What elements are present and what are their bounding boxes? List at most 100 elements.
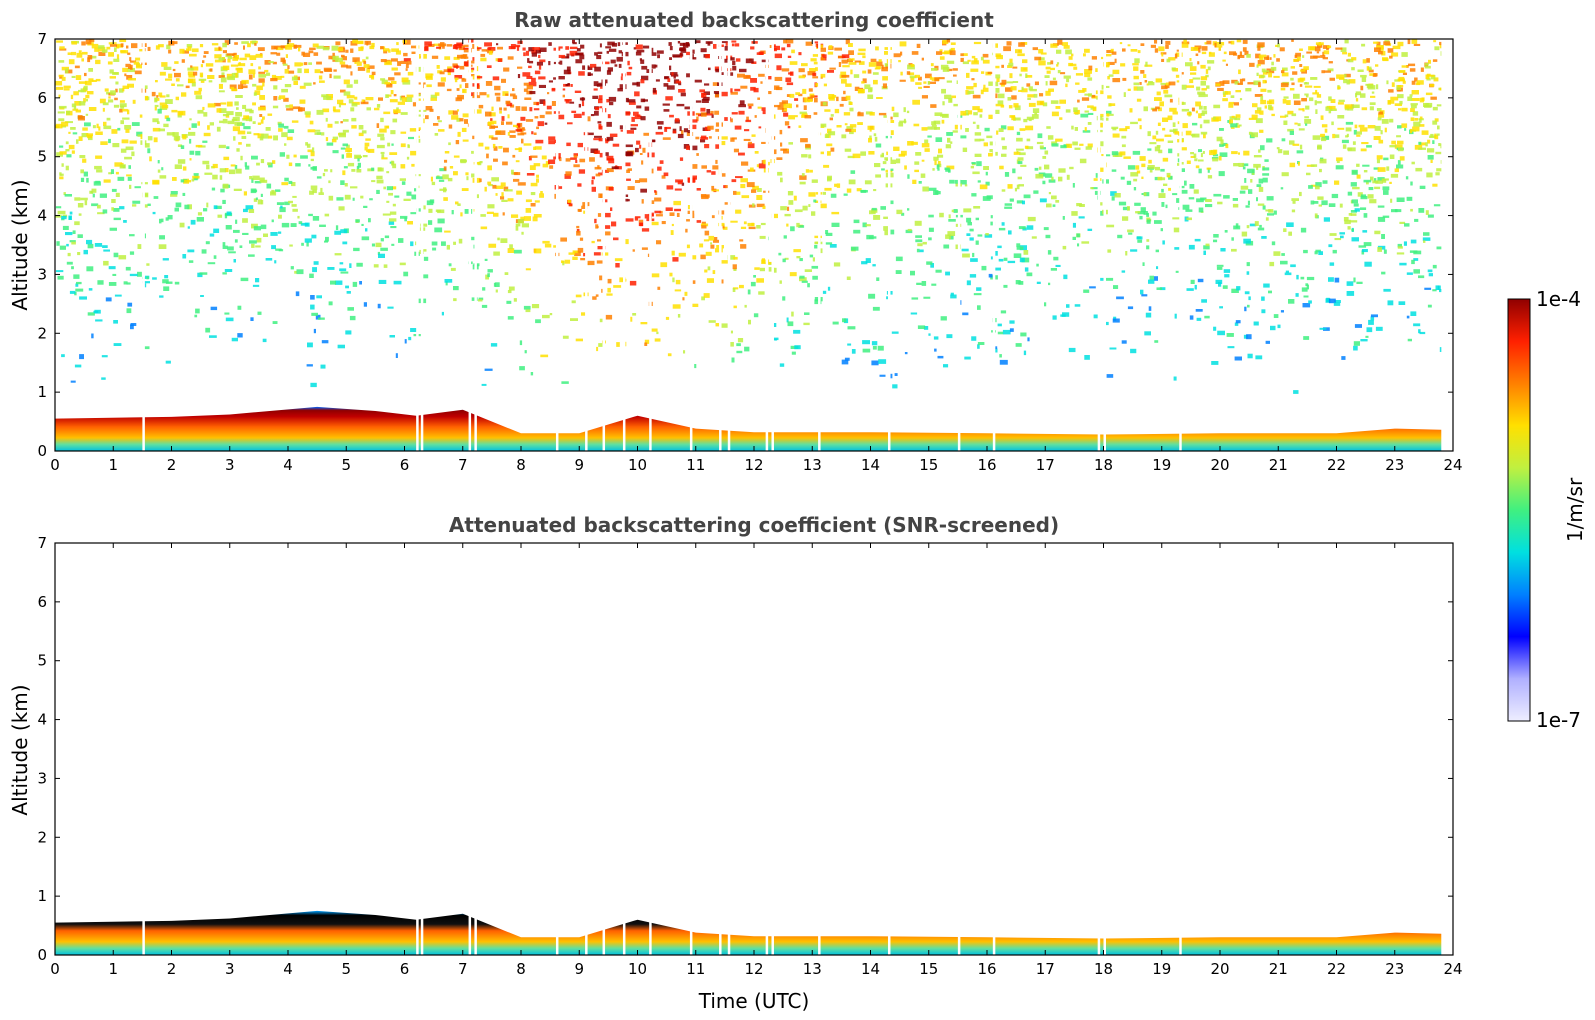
noise-cell (103, 125, 112, 130)
noise-cell (256, 85, 263, 91)
noise-cell (1377, 117, 1382, 121)
noise-cell (325, 117, 328, 122)
noise-cell (549, 313, 553, 316)
noise-cell (724, 117, 732, 121)
noise-cell (752, 203, 755, 207)
noise-cell (786, 43, 791, 48)
noise-cell (88, 107, 97, 111)
noise-cell (486, 65, 492, 68)
noise-cell (98, 126, 101, 131)
noise-cell (1198, 207, 1204, 213)
noise-cell (1026, 138, 1031, 142)
noise-cell (1009, 58, 1013, 63)
noise-cell (1055, 264, 1061, 267)
noise-cell (752, 185, 759, 190)
noise-cell (1084, 110, 1089, 113)
noise-cell (1166, 172, 1171, 178)
noise-cell (576, 52, 584, 56)
noise-cell (117, 127, 121, 131)
noise-cell (1106, 50, 1114, 53)
noise-cell (661, 221, 666, 225)
noise-cell (452, 63, 458, 68)
noise-cell (1296, 56, 1301, 61)
noise-cell (1084, 127, 1087, 132)
noise-cell (565, 84, 569, 87)
noise-cell (260, 119, 264, 124)
noise-cell (946, 68, 953, 72)
noise-cell (1141, 176, 1144, 179)
noise-cell (187, 226, 190, 229)
noise-cell (901, 150, 907, 156)
noise-cell (534, 116, 539, 119)
noise-cell (1261, 296, 1265, 301)
noise-cell (490, 125, 498, 128)
noise-cell (371, 71, 376, 76)
noise-cell (209, 68, 213, 72)
noise-cell (412, 102, 417, 107)
noise-cell (83, 85, 88, 91)
noise-cell (874, 136, 878, 142)
noise-cell (357, 158, 360, 162)
noise-cell (1394, 144, 1403, 149)
noise-cell (1299, 144, 1303, 150)
noise-cell (1069, 63, 1077, 67)
noise-cell (921, 127, 928, 131)
noise-cell (581, 101, 585, 107)
noise-cell (1234, 118, 1241, 121)
noise-cell (487, 269, 493, 273)
noise-cell (861, 81, 865, 84)
noise-cell (1224, 274, 1230, 278)
noise-cell (1194, 158, 1198, 162)
noise-cell (284, 143, 287, 146)
noise-cell (207, 262, 216, 265)
noise-cell (598, 125, 603, 130)
noise-cell (1262, 167, 1270, 171)
noise-cell (1382, 215, 1390, 218)
noise-cell (1188, 244, 1195, 250)
noise-cell (786, 148, 789, 151)
noise-cell (889, 116, 893, 120)
noise-cell (663, 109, 670, 112)
noise-cell (311, 234, 317, 239)
noise-cell (1270, 325, 1276, 331)
noise-cell (453, 155, 460, 158)
noise-cell (191, 123, 197, 128)
noise-cell (528, 156, 532, 161)
noise-cell (1342, 52, 1347, 55)
noise-cell (1130, 348, 1137, 354)
noise-cell (605, 46, 612, 49)
noise-cell (828, 131, 836, 136)
noise-cell (675, 279, 681, 285)
noise-cell (122, 67, 128, 73)
noise-cell (1435, 151, 1442, 155)
noise-cell (701, 296, 705, 301)
noise-cell (120, 50, 129, 54)
noise-cell (798, 68, 805, 73)
gap-line (602, 543, 606, 955)
noise-cell (651, 212, 654, 217)
noise-cell (400, 131, 407, 134)
noise-cell (510, 93, 516, 97)
noise-cell (281, 88, 288, 93)
noise-cell (823, 83, 827, 87)
noise-cell (218, 57, 225, 61)
noise-cell (493, 146, 498, 151)
noise-cell (288, 162, 293, 167)
noise-cell (1407, 96, 1413, 101)
noise-cell (773, 323, 777, 327)
noise-cell (1144, 80, 1148, 83)
noise-cell (211, 187, 216, 191)
noise-cell (69, 240, 76, 243)
noise-cell (898, 153, 905, 157)
noise-cell (1155, 130, 1159, 135)
noise-cell (1244, 306, 1247, 312)
noise-cell (744, 129, 750, 132)
noise-cell (845, 128, 852, 132)
noise-cell (1134, 58, 1140, 64)
noise-cell (1427, 304, 1432, 308)
noise-cell (927, 135, 932, 138)
noise-cell (1046, 70, 1051, 74)
noise-cell (448, 263, 452, 267)
noise-cell (206, 164, 210, 170)
noise-cell (999, 165, 1004, 170)
